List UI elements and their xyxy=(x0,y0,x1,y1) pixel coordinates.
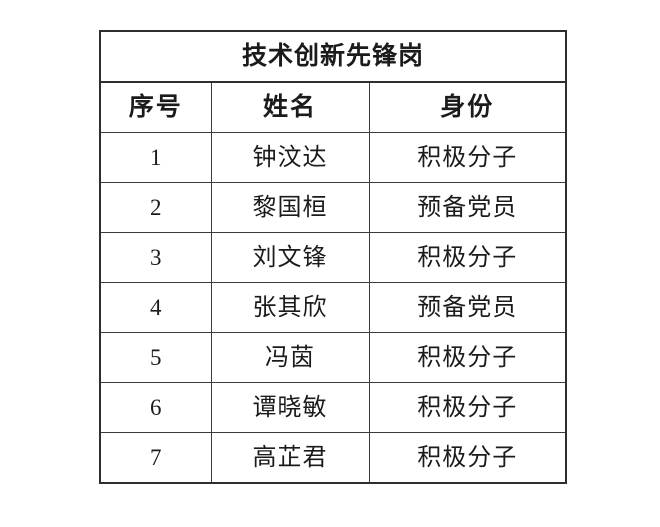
roster-table: 技术创新先锋岗 序号 姓名 身份 1 钟汶达 积极分子 2 黎国桓 预备党员 3… xyxy=(99,30,567,484)
cell-name: 张其欣 xyxy=(210,282,370,333)
cell-no: 1 xyxy=(99,132,212,183)
cell-identity: 预备党员 xyxy=(368,282,567,333)
column-header-no: 序号 xyxy=(99,81,212,133)
table-title-row: 技术创新先锋岗 xyxy=(99,30,567,83)
table-row: 3 刘文锋 积极分子 xyxy=(99,232,567,283)
cell-identity: 积极分子 xyxy=(368,232,567,283)
cell-no: 6 xyxy=(99,382,212,433)
cell-name: 高芷君 xyxy=(210,432,370,484)
cell-no: 7 xyxy=(99,432,212,484)
cell-name: 谭晓敏 xyxy=(210,382,370,433)
cell-name: 钟汶达 xyxy=(210,132,370,183)
cell-no: 3 xyxy=(99,232,212,283)
cell-identity: 积极分子 xyxy=(368,432,567,484)
cell-no: 4 xyxy=(99,282,212,333)
cell-identity: 预备党员 xyxy=(368,182,567,233)
table-title: 技术创新先锋岗 xyxy=(99,30,567,83)
table-header-row: 序号 姓名 身份 xyxy=(99,81,567,133)
table-row: 5 冯茵 积极分子 xyxy=(99,332,567,383)
table-row: 2 黎国桓 预备党员 xyxy=(99,182,567,233)
table-row: 4 张其欣 预备党员 xyxy=(99,282,567,333)
cell-no: 2 xyxy=(99,182,212,233)
cell-name: 冯茵 xyxy=(210,332,370,383)
column-header-identity: 身份 xyxy=(368,81,567,133)
table-row: 7 高芷君 积极分子 xyxy=(99,432,567,484)
cell-name: 刘文锋 xyxy=(210,232,370,283)
cell-name: 黎国桓 xyxy=(210,182,370,233)
cell-identity: 积极分子 xyxy=(368,132,567,183)
cell-identity: 积极分子 xyxy=(368,382,567,433)
table-row: 6 谭晓敏 积极分子 xyxy=(99,382,567,433)
cell-no: 5 xyxy=(99,332,212,383)
cell-identity: 积极分子 xyxy=(368,332,567,383)
column-header-name: 姓名 xyxy=(210,81,370,133)
table-row: 1 钟汶达 积极分子 xyxy=(99,132,567,183)
